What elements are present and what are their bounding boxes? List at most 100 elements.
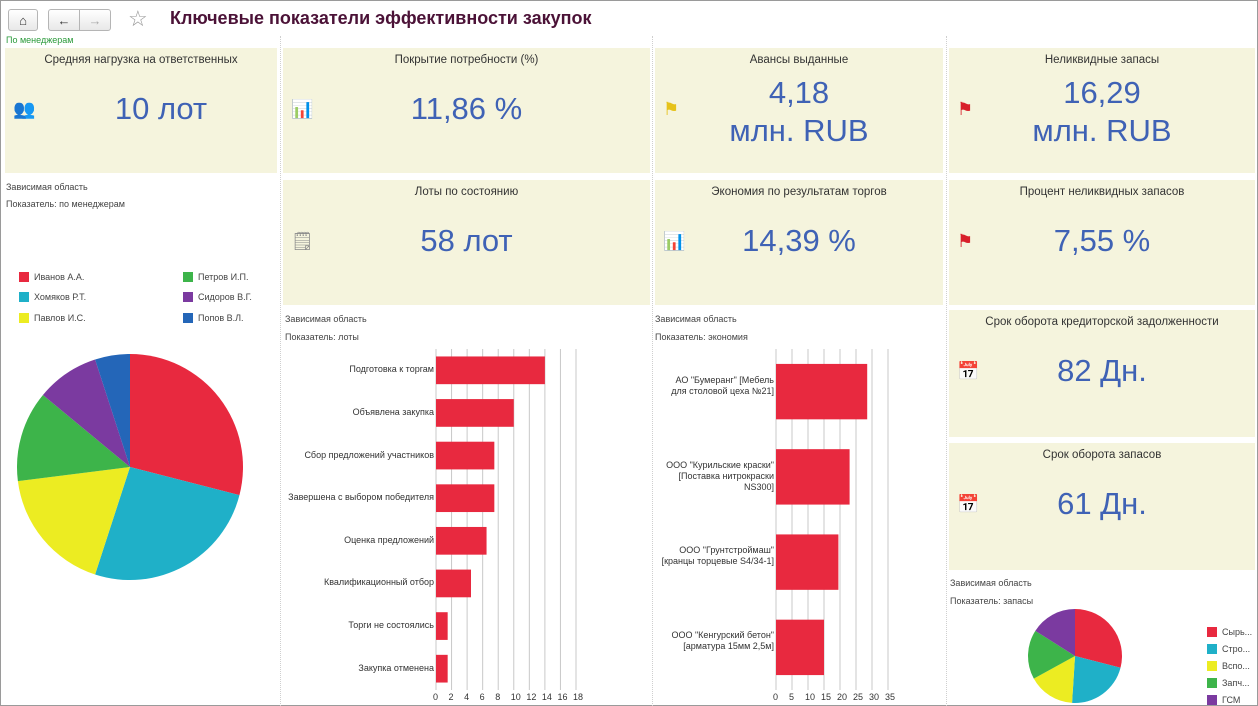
category-label: ООО "Грунтстроймаш" [кранцы торцевые S4/… xyxy=(661,545,774,567)
legend-label: Хомяков Р.Т. xyxy=(34,292,87,302)
kpi-value-line: 58 лот xyxy=(420,223,513,258)
legend-item: Стро... xyxy=(1207,644,1250,654)
kpi-value: 10 лот xyxy=(45,90,277,128)
kpi-value: 61 Дн. xyxy=(949,485,1255,523)
kpi-title: Средняя нагрузка на ответственных xyxy=(44,54,238,66)
category-label: Оценка предложений xyxy=(344,534,434,545)
kpi-tile[interactable]: Покрытие потребности (%) 📊 11,86 % xyxy=(283,48,650,173)
kpi-title: Авансы выданные xyxy=(749,54,849,66)
kpi-tile[interactable]: Средняя нагрузка на ответственных 👥 10 л… xyxy=(5,48,277,173)
legend-swatch xyxy=(1207,678,1217,688)
x-tick-label: 10 xyxy=(805,692,816,702)
legend-swatch xyxy=(183,292,193,302)
kpi-value: 16,29 млн. RUB xyxy=(949,74,1255,150)
home-button[interactable]: ⌂ xyxy=(8,9,38,31)
kpi-value: 11,86 % xyxy=(283,90,650,128)
kpi-value-line: 10 лот xyxy=(114,91,208,126)
category-label: ООО "Курильские краски" [Поставка нитрок… xyxy=(666,459,774,492)
category-label: ООО "Кенгурский бетон" [арматура 15мм 2,… xyxy=(671,630,774,652)
document-clock-icon: 🗒 xyxy=(291,231,314,251)
x-tick-label: 5 xyxy=(789,692,795,702)
x-tick-label: 25 xyxy=(853,692,864,702)
home-icon: ⌂ xyxy=(19,12,27,28)
legend-label: Иванов А.А. xyxy=(34,272,85,282)
x-tick-label: 15 xyxy=(821,692,832,702)
legend-item: Петров И.П. xyxy=(183,272,249,282)
legend-label: Вспо... xyxy=(1222,661,1250,671)
chart-caption: Показатель: по менеджерам xyxy=(6,199,125,209)
arrow-left-icon: ← xyxy=(57,12,71,28)
kpi-tile[interactable]: Авансы выданные ⚑ 4,18 млн. RUB xyxy=(655,48,943,173)
back-button[interactable]: ← xyxy=(48,9,80,31)
kpi-value-line: млн. RUB xyxy=(1032,113,1172,148)
category-label: Завершена с выбором победителя xyxy=(288,492,434,503)
chart-caption: Показатель: экономия xyxy=(655,332,748,342)
forward-button[interactable]: → xyxy=(79,9,111,31)
column-divider xyxy=(652,36,653,706)
kpi-value-line: 11,86 % xyxy=(410,91,523,126)
legend-label: Павлов И.С. xyxy=(34,313,86,323)
chart-icon: 📊 xyxy=(291,99,314,119)
legend-item: Вспо... xyxy=(1207,661,1250,671)
users-icon: 👥 xyxy=(13,99,36,119)
kpi-tile[interactable]: Срок оборота запасов 📅 61 Дн. xyxy=(949,443,1255,570)
flag-red-icon: ⚑ xyxy=(957,231,974,251)
category-label: Сбор предложений участников xyxy=(304,449,434,460)
kpi-tile[interactable]: Процент неликвидных запасов ⚑ 7,55 % xyxy=(949,180,1255,305)
x-tick-label: 4 xyxy=(464,692,470,702)
chart-caption: Показатель: запасы xyxy=(950,596,1034,606)
page-title: Ключевые показатели эффективности закупо… xyxy=(170,8,592,28)
kpi-tile[interactable]: Экономия по результатам торгов 📊 14,39 % xyxy=(655,180,943,305)
x-tick-label: 0 xyxy=(773,692,779,702)
legend-label: Попов В.Л. xyxy=(198,313,244,323)
kpi-tile[interactable]: Неликвидные запасы ⚑ 16,29 млн. RUB xyxy=(949,48,1255,173)
legend-swatch xyxy=(1207,627,1217,637)
kpi-tile[interactable]: Лоты по состоянию 🗒 58 лот xyxy=(283,180,650,305)
legend-item: Попов В.Л. xyxy=(183,313,244,323)
category-label: Закупка отменена xyxy=(358,662,434,673)
category-label: Квалификационный отбор xyxy=(324,577,434,588)
x-tick-label: 35 xyxy=(885,692,896,702)
legend-label: Сидоров В.Г. xyxy=(198,292,252,302)
kpi-value-line: 4,18 xyxy=(768,75,830,110)
category-label: Торги не состоялись xyxy=(348,620,434,631)
flag-red-icon: ⚑ xyxy=(957,99,974,119)
favorite-star-icon[interactable]: ☆ xyxy=(128,6,148,31)
kpi-value-line: 82 Дн. xyxy=(1057,353,1147,388)
legend-item: Сырь... xyxy=(1207,627,1252,637)
legend-swatch xyxy=(1207,695,1217,705)
legend-item: Павлов И.С. xyxy=(19,313,86,323)
x-tick-label: 20 xyxy=(837,692,848,702)
chart-icon: 📊 xyxy=(663,231,686,251)
kpi-value: 14,39 % xyxy=(655,222,943,260)
legend-swatch xyxy=(1207,661,1217,671)
calendar-icon: 📅 xyxy=(957,361,980,381)
legend-item: Сидоров В.Г. xyxy=(183,292,252,302)
x-tick-label: 0 xyxy=(433,692,439,702)
legend-label: Петров И.П. xyxy=(198,272,249,282)
subtitle-link[interactable]: По менеджерам xyxy=(6,35,74,45)
kpi-value-line: 16,29 xyxy=(1063,75,1141,110)
kpi-value-line: 61 Дн. xyxy=(1057,486,1147,521)
kpi-title: Срок оборота кредиторской задолженности xyxy=(985,316,1219,328)
kpi-title: Покрытие потребности (%) xyxy=(394,54,539,66)
x-tick-label: 18 xyxy=(573,692,584,702)
kpi-value-line: 7,55 % xyxy=(1053,223,1151,258)
legend-label: ГСМ xyxy=(1222,695,1241,705)
kpi-title: Экономия по результатам торгов xyxy=(711,186,887,198)
legend-label: Сырь... xyxy=(1222,627,1253,637)
kpi-tile[interactable]: Срок оборота кредиторской задолженности … xyxy=(949,310,1255,437)
category-label: Подготовка к торгам xyxy=(349,364,434,375)
x-tick-label: 8 xyxy=(495,692,501,702)
x-tick-label: 6 xyxy=(479,692,485,702)
arrow-right-icon: → xyxy=(88,12,102,28)
legend-swatch xyxy=(183,313,193,323)
column-divider xyxy=(946,36,947,706)
x-tick-label: 10 xyxy=(510,692,521,702)
dependent-area-label: Зависимая область xyxy=(655,314,737,324)
kpi-title: Процент неликвидных запасов xyxy=(1019,186,1185,198)
legend-item: Запч... xyxy=(1207,678,1250,688)
kpi-value: 4,18 млн. RUB xyxy=(655,74,943,150)
legend-swatch xyxy=(19,272,29,282)
kpi-value-line: 14,39 % xyxy=(742,223,856,258)
